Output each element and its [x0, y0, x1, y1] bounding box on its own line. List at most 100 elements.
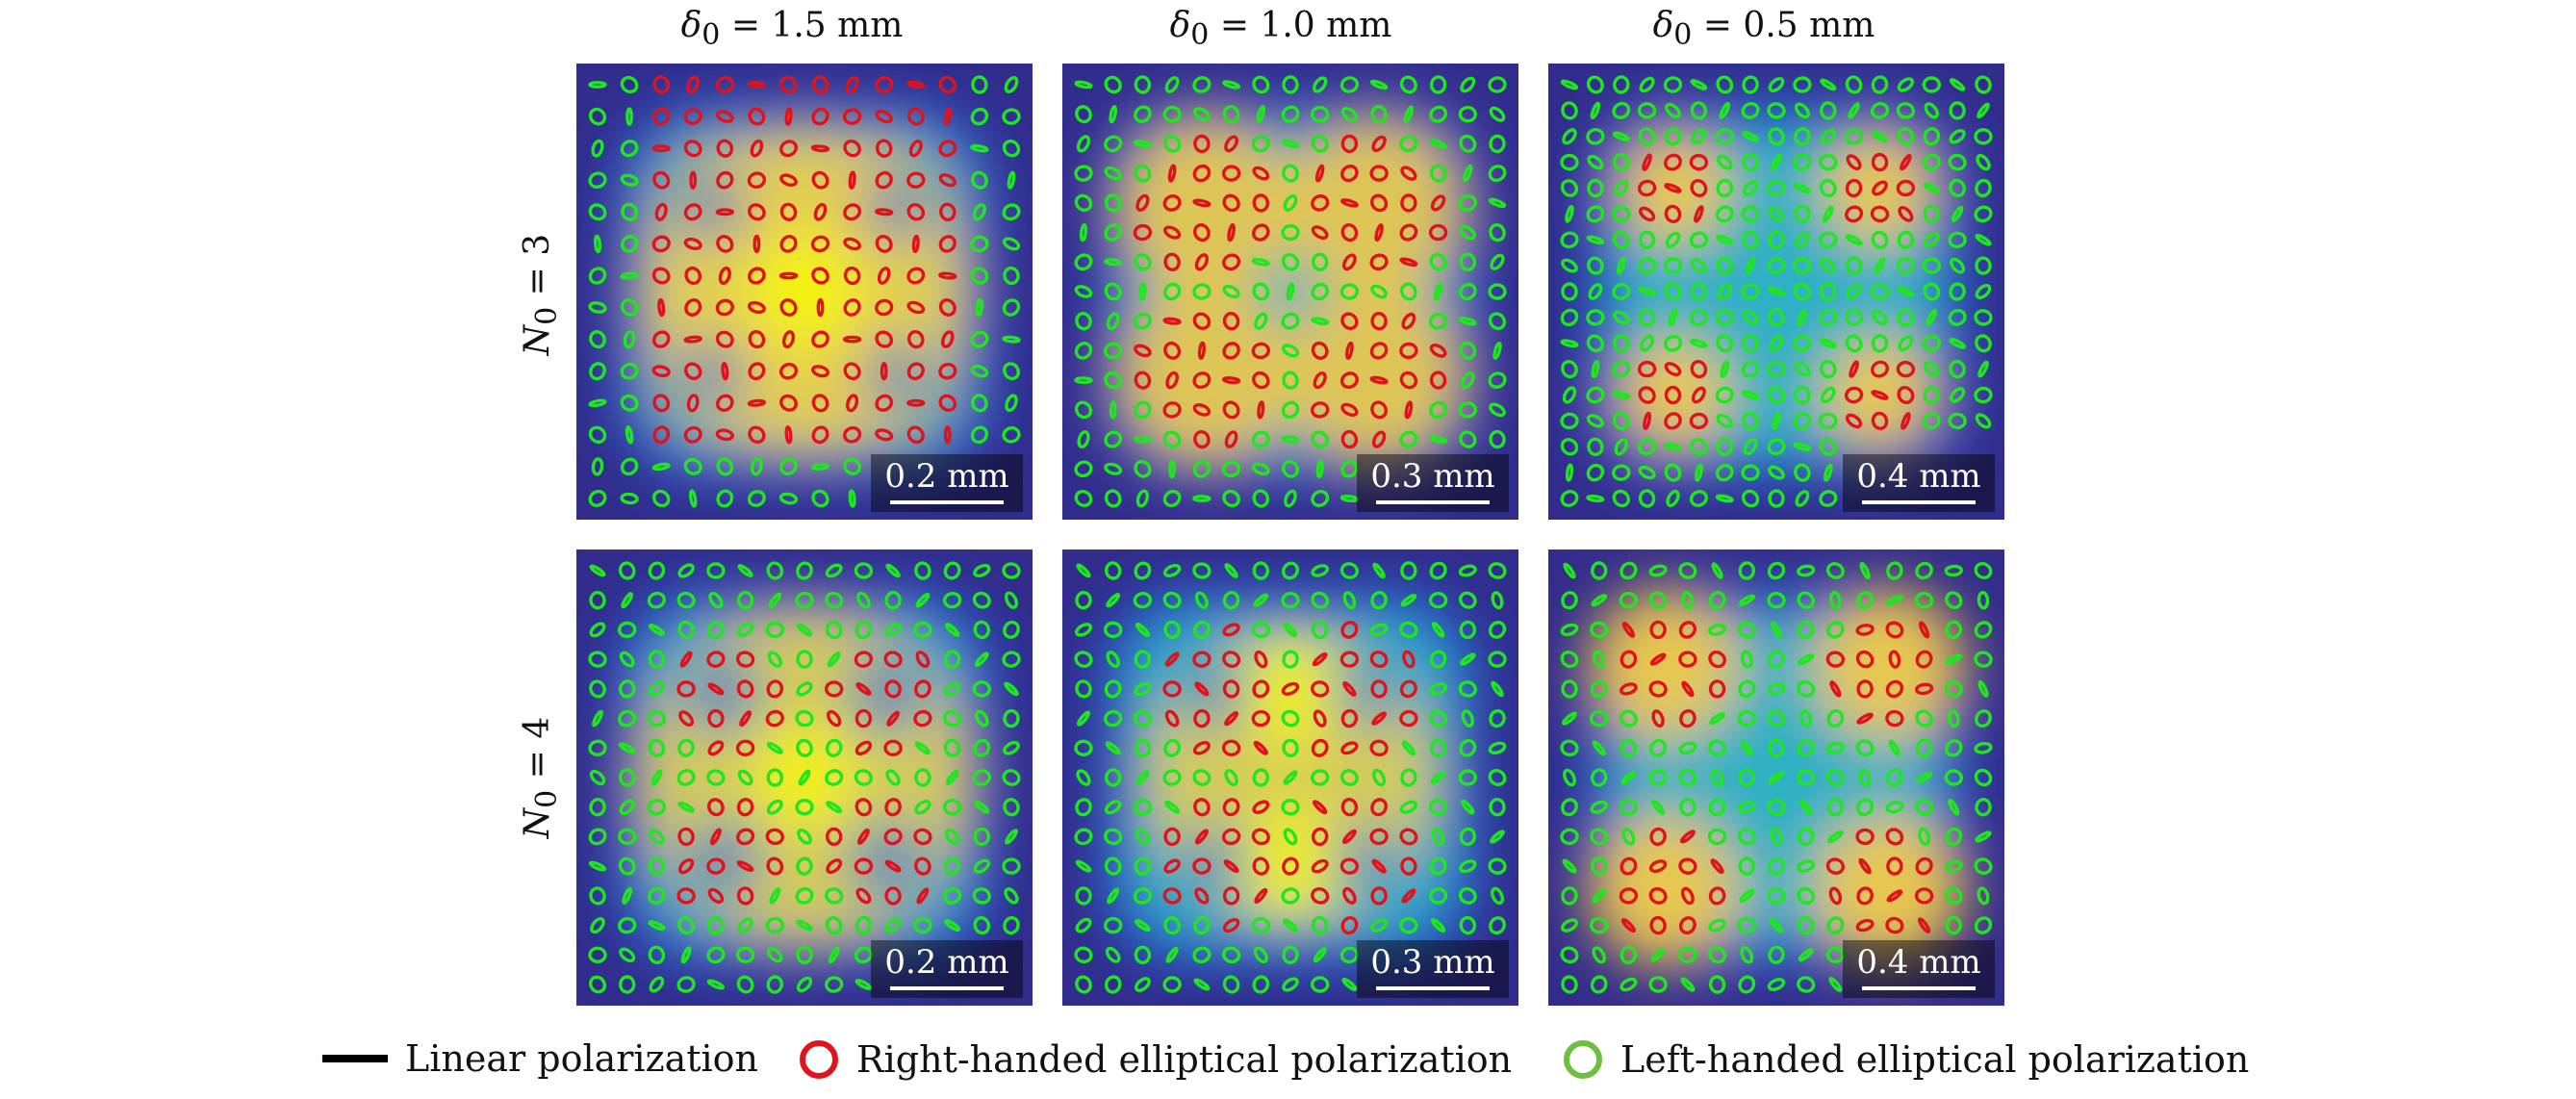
polarization-ellipse [906, 362, 925, 381]
polarization-ellipse [1222, 651, 1241, 669]
polarization-ellipse [811, 170, 829, 190]
polarization-ellipse [1340, 165, 1359, 183]
polarization-ellipse [1430, 770, 1446, 785]
polarization-ellipse [1192, 562, 1211, 579]
polarization-ellipse [1311, 401, 1330, 419]
polarization-ellipse [1459, 652, 1476, 666]
polarization-ellipse [972, 769, 991, 786]
polarization-ellipse [1767, 286, 1786, 297]
polarization-ellipse [846, 394, 859, 413]
polarization-ellipse [1561, 679, 1578, 699]
polarization-ellipse [1975, 709, 1992, 728]
polarization-ellipse [1074, 285, 1093, 298]
polarization-ellipse [1715, 494, 1734, 503]
polarization-ellipse [1311, 430, 1329, 448]
polarization-ellipse [1489, 798, 1506, 817]
polarization-ellipse [683, 457, 702, 475]
polarization-ellipse [1252, 856, 1270, 876]
polarization-ellipse [825, 976, 844, 993]
polarization-ellipse [1871, 334, 1889, 353]
polarization-ellipse [1163, 858, 1181, 874]
polarization-ellipse [1004, 591, 1019, 609]
polarization-ellipse [938, 140, 957, 158]
polarization-ellipse [1283, 622, 1298, 638]
polarization-ellipse [1340, 620, 1359, 639]
polarization-ellipse [1826, 768, 1845, 787]
polarization-ellipse [1104, 462, 1123, 475]
polarization-ellipse [766, 679, 784, 699]
polarization-ellipse [1162, 489, 1182, 508]
polarization-ellipse [974, 652, 989, 667]
polarization-ellipse [1871, 411, 1889, 431]
polarization-ellipse [1560, 438, 1579, 456]
polarization-ellipse [735, 739, 755, 757]
polarization-ellipse [1590, 828, 1609, 846]
polarization-ellipse [1458, 769, 1477, 786]
polarization-ellipse [1716, 154, 1733, 170]
polarization-ellipse [1561, 886, 1578, 906]
polarization-ellipse [1134, 344, 1152, 358]
polarization-ellipse [1914, 682, 1934, 696]
polarization-ellipse [1104, 709, 1123, 728]
polarization-ellipse [1590, 800, 1608, 814]
polarization-ellipse [1490, 830, 1505, 844]
polarization-ellipse [1162, 976, 1182, 993]
polarization-ellipse [884, 798, 902, 817]
polarization-ellipse [588, 946, 607, 964]
polarization-ellipse [676, 680, 696, 698]
polarization-ellipse [1587, 437, 1604, 456]
polarization-ellipse [1871, 75, 1889, 94]
polarization-ellipse [1560, 946, 1579, 964]
polarization-ellipse [1793, 257, 1812, 274]
polarization-ellipse [1949, 78, 1966, 91]
polarization-ellipses [588, 561, 1021, 994]
polarization-ellipse [1399, 916, 1418, 934]
polarization-ellipse [677, 801, 695, 813]
polarization-ellipse [1429, 371, 1447, 390]
polarization-ellipse [855, 887, 872, 905]
polarization-ellipse [588, 398, 607, 408]
polarization-ellipse [1638, 465, 1656, 480]
polarization-ellipse [1649, 620, 1667, 640]
polarization-ellipse [1915, 798, 1934, 816]
polarization-ellipse [1371, 711, 1388, 726]
polarization-ellipse [1819, 153, 1838, 171]
polarization-ellipse [811, 267, 829, 285]
polarization-ellipse [1918, 621, 1930, 639]
polarization-ellipse [736, 886, 754, 906]
polarization-ellipse [906, 398, 926, 407]
polarization-ellipse [1681, 680, 1695, 698]
polarization-ellipse [1678, 768, 1697, 787]
polarization-ellipse [1871, 130, 1889, 143]
polarization-ellipse [735, 651, 755, 668]
polarization-ellipse [1797, 886, 1816, 905]
polarization-ellipse [1252, 282, 1270, 301]
polarization-ellipse [1690, 438, 1708, 456]
polarization-ellipse [594, 234, 601, 254]
polarization-ellipse [1109, 105, 1118, 124]
polarization-ellipse [1829, 680, 1842, 698]
polarization-ellipse [1401, 888, 1416, 904]
polarization-ellipse [1399, 257, 1418, 268]
polarization-ellipses [588, 75, 1021, 508]
polarization-ellipse [1104, 430, 1123, 448]
polarization-ellipse [1075, 591, 1092, 610]
polarization-ellipse [1944, 886, 1963, 906]
polarization-ellipse [1794, 182, 1811, 194]
polarization-ellipse [739, 710, 752, 728]
polarization-ellipse [620, 140, 639, 158]
polarization-ellipse [620, 271, 639, 280]
polarization-ellipse [1252, 679, 1270, 699]
polarization-ellipse [1949, 359, 1966, 379]
polarization-ellipse [915, 592, 931, 608]
polarization-ellipse [1945, 653, 1963, 665]
polarization-ellipse [588, 267, 607, 285]
polarization-ellipse [1859, 561, 1871, 580]
polarization-ellipse [795, 709, 814, 728]
polarization-ellipse [1192, 946, 1211, 964]
polarization-ellipse [1560, 412, 1579, 430]
polarization-ellipse [1737, 828, 1756, 846]
polarization-ellipse [1489, 222, 1506, 243]
polarization-ellipse [1489, 402, 1506, 418]
polarization-ellipse [1254, 312, 1268, 330]
